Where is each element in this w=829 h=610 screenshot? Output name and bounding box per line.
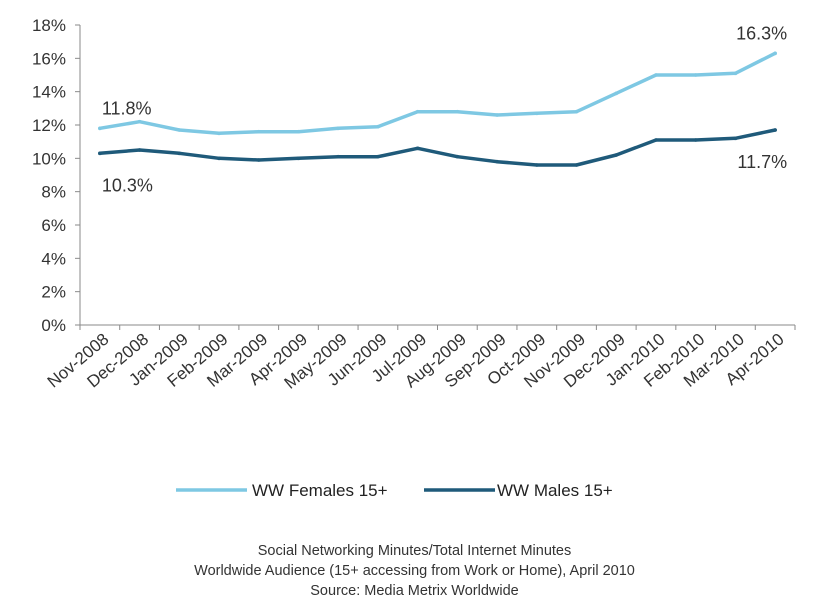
data-point: [455, 109, 460, 114]
y-tick-label: 12%: [32, 116, 66, 135]
data-point: [654, 73, 658, 77]
data-point: [296, 156, 301, 161]
y-tick-label: 14%: [32, 83, 66, 102]
data-point: [773, 128, 777, 132]
data-point: [415, 109, 420, 114]
data-point: [574, 163, 579, 167]
caption-line-2: Worldwide Audience (15+ accessing from W…: [194, 563, 635, 579]
data-point: [415, 146, 420, 151]
data-point: [733, 71, 738, 76]
caption-line-3: Source: Media Metrix Worldwide: [310, 583, 519, 599]
y-tick-label: 4%: [41, 249, 66, 268]
data-point: [773, 51, 777, 56]
series-line-1: [98, 128, 777, 167]
data-point: [733, 136, 738, 141]
data-point: [654, 138, 658, 142]
data-point: [217, 131, 221, 136]
y-tick-label: 6%: [41, 216, 66, 235]
data-label-males-last: 11.7%: [737, 152, 787, 172]
data-point: [376, 124, 380, 129]
data-point: [693, 138, 698, 142]
data-point: [256, 158, 261, 162]
line-chart: 0%2%4%6%8%10%12%14%16%18%Nov-2008Dec-200…: [32, 16, 796, 500]
data-point: [217, 156, 221, 161]
data-label-females-first: 11.8%: [102, 98, 152, 118]
data-point: [535, 163, 539, 167]
y-tick-label: 10%: [32, 149, 66, 168]
series-line-0: [98, 51, 777, 136]
data-point: [495, 159, 499, 164]
data-point: [336, 126, 340, 131]
data-point: [336, 154, 340, 159]
data-label-males-first: 10.3%: [102, 175, 153, 195]
data-point: [296, 129, 301, 134]
data-point: [177, 151, 182, 156]
legend-label-males: WW Males 15+: [497, 481, 613, 500]
data-point: [455, 154, 460, 159]
y-tick-label: 0%: [41, 316, 66, 335]
data-point: [376, 154, 380, 159]
caption-line-1: Social Networking Minutes/Total Internet…: [257, 543, 572, 559]
y-tick-label: 18%: [32, 16, 66, 35]
data-point: [98, 126, 102, 131]
data-point: [495, 113, 499, 117]
data-point: [98, 151, 102, 156]
data-point: [177, 128, 182, 132]
data-point: [574, 109, 579, 114]
legend-label-females: WW Females 15+: [252, 481, 388, 500]
data-point: [535, 111, 539, 116]
data-point: [614, 153, 619, 157]
y-tick-label: 8%: [41, 183, 66, 202]
y-tick-label: 16%: [32, 49, 66, 68]
data-label-females-last: 16.3%: [736, 23, 787, 43]
data-point: [614, 91, 619, 96]
y-tick-label: 2%: [41, 283, 66, 302]
data-point: [137, 119, 142, 124]
data-point: [693, 73, 698, 77]
data-point: [137, 148, 142, 152]
data-point: [256, 129, 261, 134]
